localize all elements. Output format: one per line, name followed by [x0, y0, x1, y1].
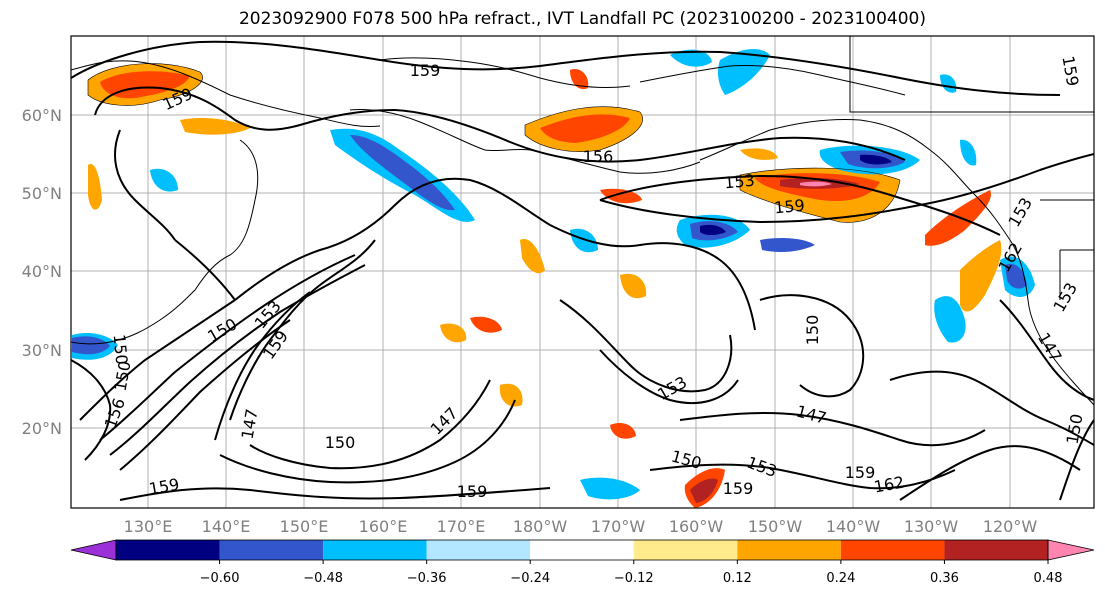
lat-tick-label: 30°N [22, 341, 62, 360]
contour-label: 150 [803, 315, 822, 346]
anomaly-patch [800, 181, 832, 187]
lat-tick-label: 60°N [22, 106, 62, 125]
contour-label: 150 [325, 433, 356, 452]
contour-label: 159 [410, 61, 441, 80]
lon-tick-label: 120°W [983, 517, 1038, 536]
colorbar-segment [219, 540, 324, 560]
colorbar-tick-label: 0.12 [723, 571, 752, 586]
colorbar-segment [323, 540, 427, 560]
colorbar-tick-label: −0.36 [407, 571, 447, 586]
colorbar-tick-label: −0.60 [200, 571, 240, 586]
lon-tick-label: 160°E [359, 517, 408, 536]
anomaly-patch [717, 48, 770, 95]
contour-label: 159 [723, 479, 754, 498]
lon-tick-label: 180°W [513, 517, 568, 536]
anomaly-patch [760, 237, 815, 253]
contour-label: 150 [110, 333, 132, 365]
lon-tick-label: 170°W [591, 517, 646, 536]
anomaly-patch [934, 296, 966, 343]
anomaly-patch [960, 240, 1002, 312]
lon-tick-label: 130°E [124, 517, 173, 536]
anomaly-patch [610, 423, 636, 439]
anomaly-patch [670, 49, 712, 67]
colorbar-extend-low [70, 539, 117, 561]
shading-layer [72, 48, 1035, 508]
lon-tick-label: 140°E [202, 517, 251, 536]
anomaly-patch [88, 164, 102, 210]
anomaly-patch [600, 188, 642, 204]
coastlines [71, 36, 1094, 406]
colorbar-extend-high [1047, 539, 1095, 561]
anomaly-patch [620, 273, 647, 299]
anomaly-patch [690, 478, 718, 503]
colorbar-segment [116, 540, 220, 560]
colorbar-segment [944, 540, 1048, 560]
anomaly-patch [700, 224, 726, 235]
anomaly-patch [499, 383, 523, 407]
contour-label: 159 [773, 196, 805, 218]
colorbar: −0.60 −0.48 −0.36 −0.24 −0.12 0.12 0.24 0.36 0.4… [70, 539, 1095, 586]
colorbar-tick-label: 0.48 [1034, 571, 1063, 586]
contour-label: 159 [457, 482, 488, 501]
shading-outline [87, 63, 901, 223]
lon-tick-label: 140°W [826, 517, 881, 536]
colorbar-segment [840, 540, 945, 560]
figure-title: 2023092900 F078 500 hPa refract., IVT La… [238, 9, 926, 29]
colorbar-segment [530, 540, 634, 560]
longitude-labels: 130°E 140°E 150°E 160°E 170°E 180°W 170°W 160°W… [124, 517, 1038, 536]
anomaly-patch [960, 139, 977, 166]
lon-tick-label: 150°E [280, 517, 329, 536]
anomaly-patch [1005, 263, 1027, 289]
anomaly-patch [570, 228, 598, 253]
anomaly-patch [520, 239, 545, 274]
lon-tick-label: 170°E [437, 517, 486, 536]
map-border [70, 35, 1095, 509]
colorbar-segment [633, 540, 738, 560]
lon-tick-label: 150°W [748, 517, 803, 536]
anomaly-patch [180, 117, 250, 135]
anomaly-patch [540, 114, 630, 143]
contour-label: 153 [723, 171, 755, 193]
colorbar-tick-label: 0.36 [930, 571, 959, 586]
anomaly-patch [860, 154, 892, 165]
colorbar-tick-label: 0.24 [826, 571, 855, 586]
colorbar-tick-label: −0.24 [510, 571, 550, 586]
latitude-labels: 60°N 50°N 40°N 30°N 20°N [22, 106, 62, 438]
lat-tick-label: 40°N [22, 262, 62, 281]
colorbar-tick-label: −0.12 [614, 571, 654, 586]
anomaly-patch [440, 323, 467, 343]
lon-tick-label: 160°W [669, 517, 724, 536]
anomaly-patch [72, 336, 110, 355]
lat-tick-label: 20°N [22, 419, 62, 438]
anomaly-patch [740, 148, 778, 160]
height-contours [71, 40, 1094, 501]
contour-label: 159 [845, 463, 876, 482]
lat-tick-label: 50°N [22, 184, 62, 203]
anomaly-patch [570, 69, 589, 90]
colorbar-segment [737, 540, 841, 560]
anomaly-patch [150, 168, 178, 192]
colorbar-tick-label: −0.48 [303, 571, 343, 586]
anomaly-patch [470, 316, 502, 333]
anomaly-patch [350, 135, 455, 211]
contour-label: 156 [583, 147, 614, 166]
lon-tick-label: 130°W [904, 517, 959, 536]
gridlines [71, 36, 1094, 508]
colorbar-segment [426, 540, 531, 560]
anomaly-patch [580, 477, 640, 500]
anomaly-patch [940, 74, 957, 93]
colorbar-frame [115, 539, 1049, 561]
map-panel [71, 36, 1094, 508]
